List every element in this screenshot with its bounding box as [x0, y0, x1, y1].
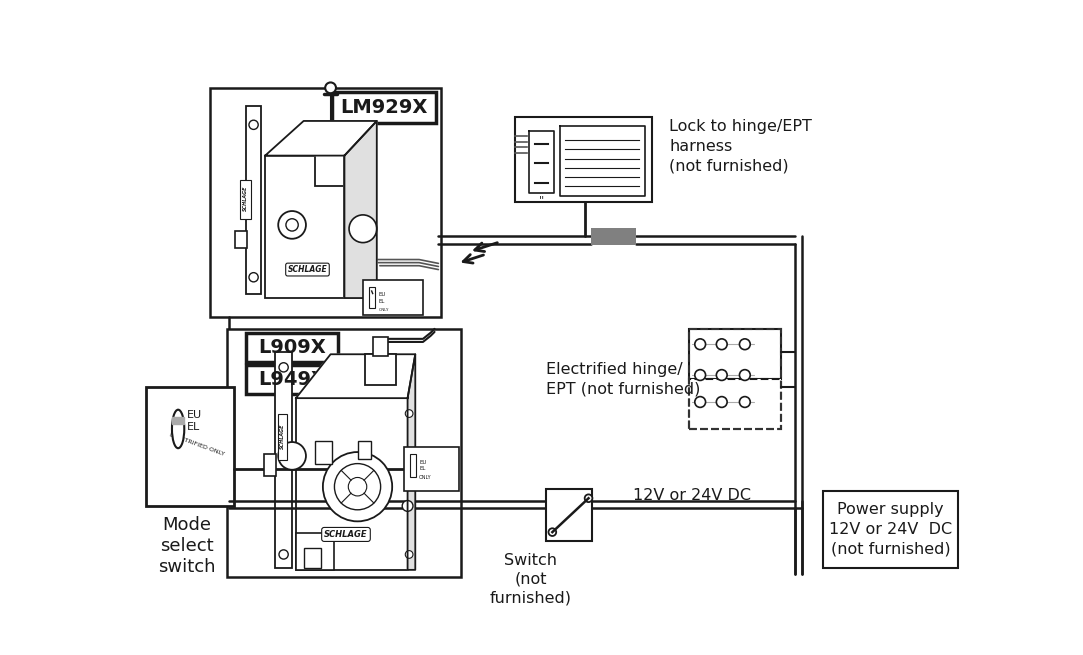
Bar [689, 329, 781, 429]
Circle shape [349, 477, 367, 496]
Text: Lock to hinge/EPT
harness
(not furnished): Lock to hinge/EPT harness (not furnished… [669, 119, 812, 174]
Bar [278, 413, 287, 460]
Circle shape [402, 500, 413, 512]
Circle shape [695, 397, 705, 407]
Polygon shape [296, 354, 415, 398]
Circle shape [405, 551, 413, 558]
Bar [689, 329, 781, 379]
Polygon shape [344, 121, 377, 298]
Bar [369, 286, 375, 308]
Bar [315, 441, 332, 464]
Polygon shape [371, 290, 373, 294]
Circle shape [716, 369, 727, 381]
Polygon shape [172, 417, 184, 424]
Circle shape [716, 339, 727, 350]
Circle shape [278, 211, 305, 239]
Polygon shape [560, 126, 644, 196]
Circle shape [249, 272, 258, 282]
Text: ELECTRIFIED ONLY: ELECTRIFIED ONLY [169, 432, 225, 457]
Bar [546, 489, 592, 542]
Text: ONLY: ONLY [378, 308, 389, 312]
Circle shape [249, 120, 258, 130]
Bar [516, 117, 652, 202]
Polygon shape [524, 123, 571, 196]
Bar [365, 354, 396, 385]
Bar [210, 88, 441, 317]
Bar [263, 455, 276, 476]
Bar [226, 329, 461, 577]
Bar [315, 152, 344, 187]
Circle shape [585, 495, 592, 502]
Bar [363, 280, 423, 315]
Text: SCHLAGE: SCHLAGE [243, 185, 248, 211]
Circle shape [325, 83, 336, 93]
Text: LM929X: LM929X [340, 98, 428, 117]
Bar [246, 365, 338, 394]
Circle shape [279, 363, 288, 372]
Text: L949X: L949X [258, 370, 326, 389]
Bar [246, 105, 261, 294]
Bar [332, 92, 436, 123]
Bar [246, 333, 338, 362]
Text: SCHLAGE: SCHLAGE [288, 265, 327, 274]
Bar [823, 491, 958, 567]
Text: Power supply
12V or 24V  DC
(not furnished): Power supply 12V or 24V DC (not furnishe… [830, 502, 952, 556]
Circle shape [740, 339, 751, 350]
Circle shape [349, 215, 377, 242]
Circle shape [323, 452, 392, 521]
Text: ": " [539, 195, 544, 205]
Text: EL: EL [419, 466, 426, 472]
Text: EU: EU [378, 293, 386, 297]
Text: ONLY: ONLY [419, 475, 432, 480]
Text: EU: EU [187, 410, 203, 420]
Bar [239, 180, 251, 219]
Text: SCHLAGE: SCHLAGE [280, 424, 285, 449]
Text: L909X: L909X [258, 338, 326, 357]
Circle shape [740, 397, 751, 407]
Bar [265, 156, 344, 298]
Text: Switch
(not
furnished): Switch (not furnished) [490, 553, 572, 605]
Bar [591, 228, 636, 245]
Bar [373, 337, 389, 356]
Bar [303, 548, 321, 567]
Text: Electrified hinge/
EPT (not furnished): Electrified hinge/ EPT (not furnished) [546, 362, 701, 396]
Bar [325, 131, 337, 154]
Text: 12V or 24V DC: 12V or 24V DC [634, 489, 752, 504]
Bar [404, 447, 459, 491]
Bar [296, 533, 335, 570]
Circle shape [695, 339, 705, 350]
Text: Mode
select
switch: Mode select switch [158, 516, 216, 576]
Bar [409, 455, 416, 477]
Bar [689, 379, 781, 429]
Circle shape [716, 397, 727, 407]
Circle shape [405, 409, 413, 417]
Circle shape [335, 464, 380, 510]
Circle shape [695, 369, 705, 381]
Circle shape [740, 369, 751, 381]
Circle shape [548, 529, 557, 536]
Text: EU: EU [419, 460, 427, 464]
Text: EL: EL [378, 299, 384, 305]
Bar [235, 231, 247, 248]
Bar [357, 441, 371, 459]
Polygon shape [530, 131, 553, 193]
Polygon shape [265, 121, 377, 156]
Text: EL: EL [187, 422, 200, 432]
Bar [275, 352, 292, 567]
Text: SCHLAGE: SCHLAGE [324, 530, 368, 539]
Bar [146, 386, 234, 506]
Circle shape [286, 219, 298, 231]
Circle shape [278, 442, 305, 470]
Polygon shape [407, 354, 415, 570]
Bar [296, 398, 407, 570]
Circle shape [279, 550, 288, 559]
Ellipse shape [172, 409, 184, 448]
